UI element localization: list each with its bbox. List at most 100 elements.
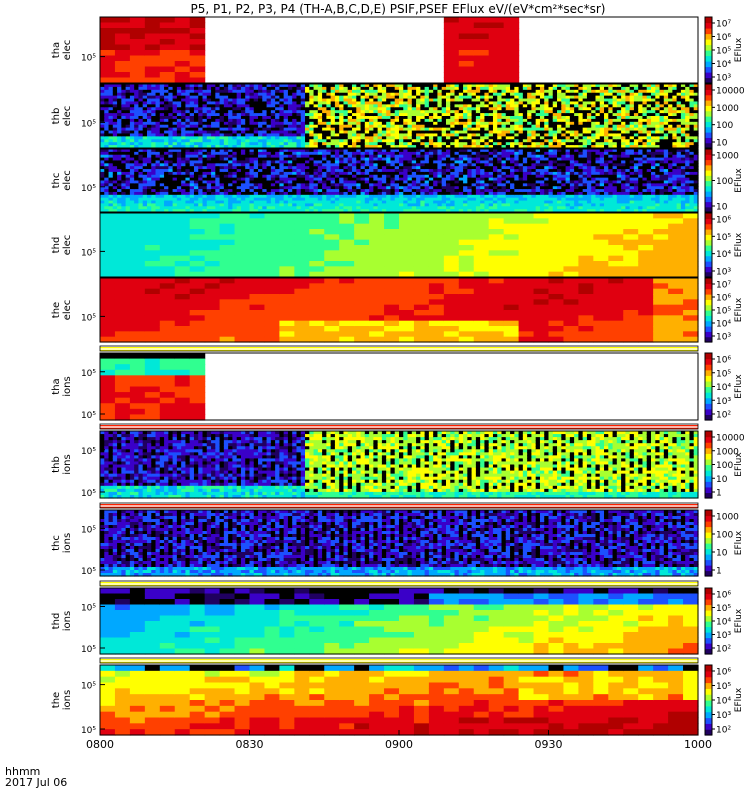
cell-tha-elec — [474, 17, 490, 23]
cell-tha-elec — [145, 28, 161, 34]
cell-tha-elec — [489, 72, 505, 78]
cell-tha-elec — [100, 34, 116, 40]
ylabel-line-1: thb — [51, 108, 62, 125]
cell-tha-elec — [100, 61, 116, 67]
cell-tha-elec — [160, 39, 176, 45]
cell-tha-elec — [444, 23, 460, 29]
colorbar-tick-label: 100 — [716, 121, 733, 131]
colorbar-step — [705, 72, 712, 78]
colorbar-tick-label: 10 — [716, 139, 728, 149]
cell-tha-elec — [115, 45, 131, 51]
cell-tha-elec — [459, 45, 475, 51]
cell-tha-elec — [130, 72, 146, 78]
cell-tha-elec — [489, 61, 505, 67]
cell-tha-elec — [459, 23, 475, 29]
cell-tha-elec — [130, 56, 146, 62]
cell-tha-elec — [190, 34, 206, 40]
cell-tha-elec — [160, 50, 176, 56]
cell-tha-elec — [444, 45, 460, 51]
cell-tha-elec — [175, 45, 191, 51]
cell-tha-elec — [444, 17, 460, 23]
cell-tha-elec — [444, 72, 460, 78]
cell-tha-elec — [444, 34, 460, 40]
colorbar-step — [705, 34, 712, 40]
cell-tha-elec — [489, 28, 505, 34]
cell-tha-elec — [489, 17, 505, 23]
cell-tha-elec — [160, 28, 176, 34]
cell-tha-elec — [504, 17, 520, 23]
cell-tha-elec — [175, 34, 191, 40]
ylabel-line-2: elec — [62, 106, 73, 127]
colorbar-step — [705, 116, 712, 122]
cell-tha-elec — [489, 34, 505, 40]
cell-tha-elec — [130, 17, 146, 23]
cell-tha-elec — [190, 45, 206, 51]
cell-tha-elec — [115, 61, 131, 67]
heatmap-cells-thb-elec — [100, 84, 699, 149]
cell-tha-elec — [190, 39, 206, 45]
cell-tha-elec — [115, 56, 131, 62]
cell-tha-elec — [489, 50, 505, 56]
cell-tha-elec — [175, 72, 191, 78]
cell-tha-elec — [474, 67, 490, 73]
cell-tha-elec — [474, 39, 490, 45]
cell-tha-elec — [100, 23, 116, 29]
colorbar-tick-label: 10⁶ — [716, 33, 731, 43]
ylabel-line-2: elec — [62, 40, 73, 61]
cell-tha-elec — [160, 72, 176, 78]
cell-tha-elec — [130, 45, 146, 51]
cell-tha-elec — [115, 28, 131, 34]
cell-tha-elec — [190, 56, 206, 62]
cell-tha-elec — [130, 34, 146, 40]
colorbar-step — [705, 100, 712, 106]
colorbar-step — [705, 105, 712, 111]
cell-tha-elec — [474, 72, 490, 78]
cell-tha-elec — [459, 61, 475, 67]
cell-tha-elec — [130, 39, 146, 45]
cell-tha-elec — [459, 50, 475, 56]
colorbar-tick-label: 1000 — [716, 104, 739, 114]
cell-tha-elec — [190, 28, 206, 34]
cell-tha-elec — [474, 56, 490, 62]
cell-tha-elec — [489, 56, 505, 62]
colorbar-step — [705, 111, 712, 117]
colorbar-step — [705, 137, 712, 143]
colorbar-step — [705, 84, 712, 90]
cell-tha-elec — [175, 17, 191, 23]
cell-tha-elec — [100, 45, 116, 51]
cell-tha-elec — [160, 34, 176, 40]
figure-title: P5, P1, P2, P3, P4 (TH-A,B,C,D,E) PSIF,P… — [191, 2, 606, 16]
cell-tha-elec — [190, 23, 206, 29]
cell-tha-elec — [474, 34, 490, 40]
cell-tha-elec — [115, 17, 131, 23]
colorbar-step — [705, 45, 712, 51]
cell-tha-elec — [444, 67, 460, 73]
ylabel-thb-elec: thbelec — [51, 106, 73, 127]
colorbar-step — [705, 23, 712, 29]
cell-tha-elec — [504, 39, 520, 45]
cell-tha-elec — [444, 61, 460, 67]
cell-tha-elec — [145, 67, 161, 73]
cell-tha-elec — [130, 28, 146, 34]
cell-tha-elec — [504, 45, 520, 51]
cell-tha-elec — [474, 45, 490, 51]
cell-tha-elec — [444, 39, 460, 45]
colorbar-step — [705, 50, 712, 56]
cell-tha-elec — [459, 56, 475, 62]
cell-tha-elec — [160, 67, 176, 73]
cell-tha-elec — [145, 50, 161, 56]
cell-tha-elec — [175, 67, 191, 73]
cell-tha-elec — [190, 72, 206, 78]
cell-tha-elec — [459, 39, 475, 45]
cell-tha-elec — [175, 50, 191, 56]
colorbar-tick-label: 10⁴ — [716, 60, 731, 70]
heatmap-cells-tha-elec — [100, 17, 519, 84]
cell-tha-elec — [504, 72, 520, 78]
cell-tha-elec — [115, 50, 131, 56]
cell-tha-elec — [145, 56, 161, 62]
